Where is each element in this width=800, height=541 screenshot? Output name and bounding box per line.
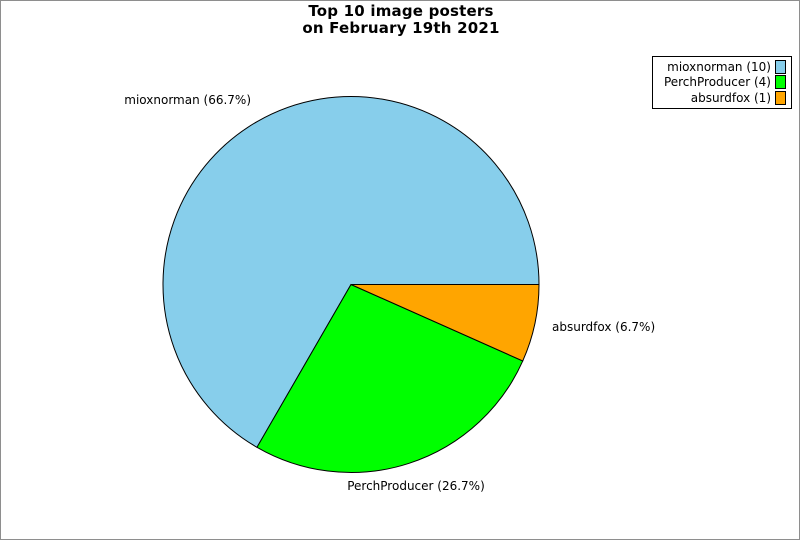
- legend-item-label: absurdfox (1): [690, 91, 771, 106]
- legend-item-mioxnorman: mioxnorman (10): [658, 59, 786, 74]
- chart-title: Top 10 image posters on February 19th 20…: [1, 3, 800, 37]
- legend-item-perchproducer: PerchProducer (4): [658, 75, 786, 90]
- legend-color-swatch-perchproducer: [775, 75, 786, 90]
- slice-label-mioxnorman: mioxnorman (66.7%): [124, 93, 251, 107]
- chart-title-line2: on February 19th 2021: [302, 19, 500, 37]
- legend-item-label: mioxnorman (10): [667, 59, 771, 74]
- legend-color-swatch-mioxnorman: [775, 59, 786, 74]
- legend: mioxnorman (10) PerchProducer (4) absurd…: [652, 56, 792, 109]
- slice-label-absurdfox: absurdfox (6.7%): [552, 320, 656, 334]
- slice-label-perchproducer: PerchProducer (26.7%): [347, 479, 485, 493]
- legend-item-label: PerchProducer (4): [663, 75, 771, 90]
- legend-color-swatch-absurdfox: [775, 91, 786, 106]
- pie-slice-absurdfox: [350, 284, 540, 362]
- legend-item-absurdfox: absurdfox (1): [658, 91, 786, 106]
- chart-title-line1: Top 10 image posters: [308, 2, 494, 20]
- pie-slice-mioxnorman: [162, 96, 540, 448]
